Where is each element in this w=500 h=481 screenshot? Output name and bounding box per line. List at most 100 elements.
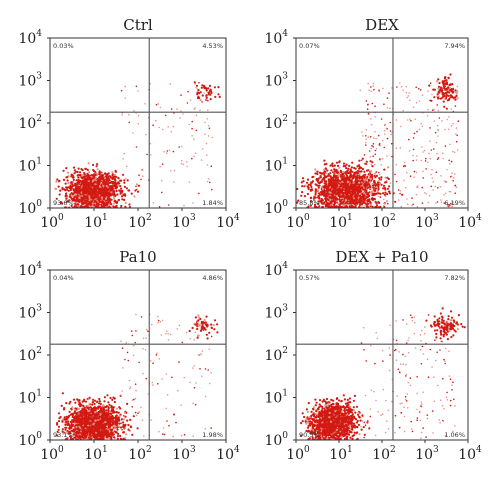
event-dot (180, 162, 183, 165)
event-dot (127, 189, 130, 192)
event-dot (364, 204, 366, 207)
event-dot (436, 201, 439, 203)
event-dot (112, 205, 115, 208)
event-dot (198, 96, 201, 100)
event-dot (367, 179, 371, 182)
event-dot (453, 203, 455, 205)
event-dot (327, 173, 330, 176)
event-dot (70, 173, 73, 176)
event-dot (126, 419, 129, 422)
event-dot (444, 145, 447, 147)
event-dot (354, 184, 357, 187)
event-dot (101, 407, 104, 410)
event-dot (90, 415, 93, 418)
event-dot (430, 173, 432, 176)
event-dot (194, 107, 196, 109)
event-dot (374, 130, 376, 133)
event-dot (439, 186, 442, 188)
event-dot (448, 163, 451, 165)
event-dot (326, 175, 329, 178)
event-dot (217, 86, 220, 89)
event-dot (108, 181, 112, 185)
event-dot (110, 418, 114, 421)
event-dot (389, 121, 392, 124)
event-dot (438, 81, 441, 85)
x-tick-label: 101 (329, 213, 353, 231)
event-dot (152, 124, 154, 126)
event-dot (429, 127, 431, 129)
event-dot (334, 187, 337, 190)
event-dot (405, 91, 408, 94)
event-dot (63, 416, 66, 419)
event-dot (412, 203, 415, 206)
event-dot (447, 89, 450, 92)
event-dot (99, 437, 102, 440)
event-dot (121, 198, 124, 201)
event-dot (206, 154, 208, 156)
event-dot (367, 198, 370, 201)
event-dot (383, 168, 386, 171)
event-dot (137, 90, 139, 92)
event-dot (116, 420, 119, 423)
event-dot (330, 169, 333, 172)
event-dot (340, 178, 343, 181)
event-dot (94, 177, 97, 180)
event-dot (443, 180, 446, 182)
event-dot (85, 186, 88, 189)
event-dot (79, 193, 82, 196)
event-dot (135, 185, 137, 188)
event-dot (395, 163, 398, 166)
event-dot (123, 185, 126, 188)
event-dot (372, 82, 375, 85)
event-dot (452, 97, 455, 100)
event-dot (395, 180, 398, 183)
event-dot (97, 424, 100, 428)
event-dot (86, 188, 89, 191)
event-dot (386, 176, 389, 179)
event-dot (62, 178, 66, 181)
event-dot (119, 192, 122, 195)
event-dot (105, 181, 108, 184)
event-dot (108, 203, 111, 206)
event-dot (102, 432, 105, 435)
event-dot (133, 195, 136, 198)
event-dot (65, 426, 68, 429)
event-dot (112, 202, 115, 205)
event-dot (448, 91, 451, 94)
event-dot (120, 189, 123, 192)
event-dot (368, 150, 371, 152)
event-dot (348, 205, 352, 208)
event-dot (456, 85, 459, 88)
event-dot (377, 185, 380, 188)
event-dot (379, 179, 381, 181)
panel-title: Ctrl (123, 16, 153, 34)
event-dot (325, 194, 328, 197)
event-dot (207, 87, 210, 90)
event-dot (367, 203, 369, 205)
event-dot (335, 168, 338, 172)
event-dot (386, 193, 389, 196)
event-dot (365, 179, 368, 182)
event-dot (425, 168, 427, 170)
event-dot (87, 162, 90, 165)
event-dot (385, 127, 388, 130)
event-dot (360, 170, 363, 173)
event-dot (76, 411, 79, 415)
event-dot (330, 196, 333, 199)
event-dot (70, 424, 73, 427)
event-dot (83, 431, 87, 434)
event-dot (371, 102, 374, 105)
event-dot (372, 143, 375, 145)
event-dot (330, 185, 333, 188)
event-dot (59, 189, 62, 192)
event-dot (394, 173, 396, 176)
event-dot (374, 149, 377, 152)
event-dot (321, 187, 324, 191)
event-dot (400, 85, 403, 88)
event-dot (337, 188, 341, 192)
event-dot (404, 165, 407, 167)
event-dot (83, 176, 86, 179)
event-dot (70, 186, 73, 189)
event-dot (93, 402, 96, 405)
